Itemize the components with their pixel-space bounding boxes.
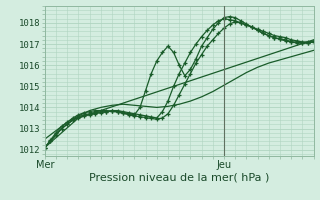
X-axis label: Pression niveau de la mer( hPa ): Pression niveau de la mer( hPa ) [89, 173, 269, 183]
